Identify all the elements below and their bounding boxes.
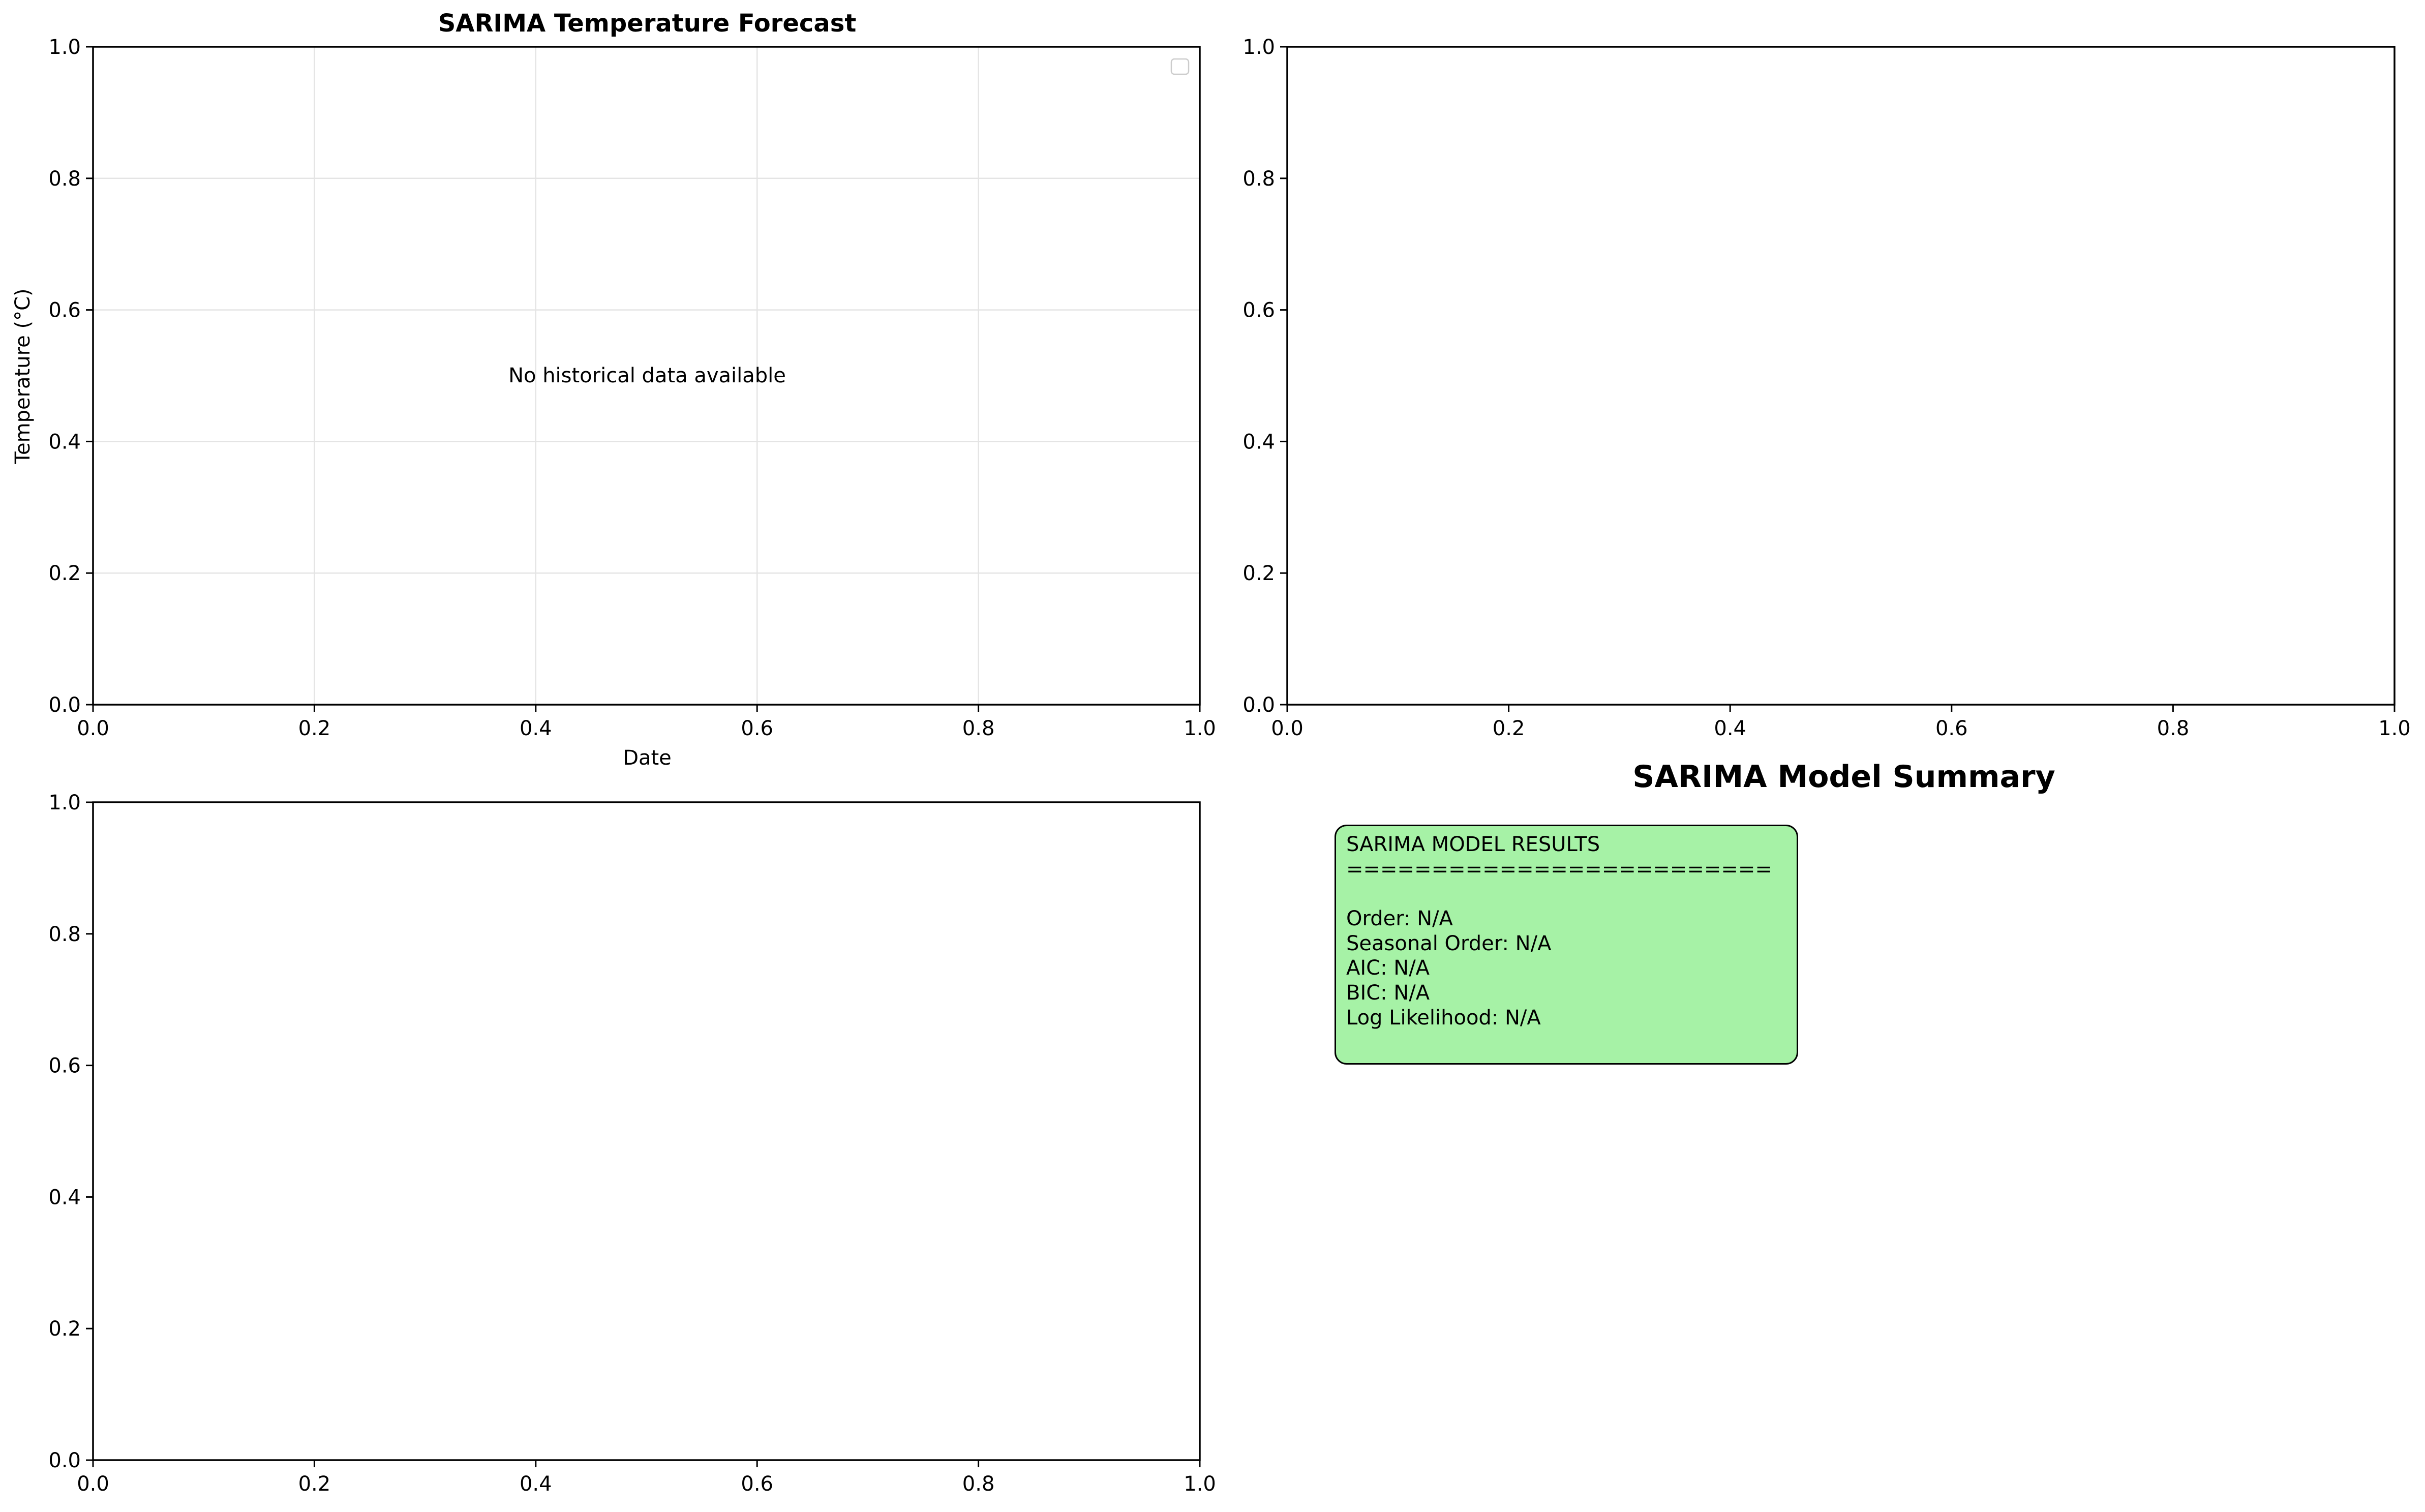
y-tick-label: 0.4 (48, 1186, 81, 1209)
x-tick-label: 0.2 (1493, 717, 1525, 740)
axes-frame (92, 46, 1201, 706)
summary-line: AIC: N/A (1346, 956, 1430, 980)
y-tick-label: 0.0 (1242, 693, 1275, 717)
axes-frame (1286, 46, 2396, 706)
x-tick-label: 0.0 (77, 717, 109, 740)
summary-line: BIC: N/A (1346, 981, 1430, 1005)
y-tick-label: 0.2 (48, 1317, 81, 1341)
y-tick-label: 0.6 (48, 299, 81, 322)
forecast-chart: SARIMA Temperature Forecast No historica… (11, 9, 1216, 770)
y-tick-label: 0.8 (48, 167, 81, 191)
x-tick-label: 0.6 (1935, 717, 1968, 740)
x-tick-label: 0.4 (1714, 717, 1746, 740)
summary-title: SARIMA Model Summary (1632, 759, 2055, 795)
model-summary-box: SARIMA MODEL RESULTS ===================… (1335, 825, 1798, 1065)
y-tick-label: 0.0 (48, 693, 81, 717)
summary-line (1346, 882, 1786, 906)
x-tick-label: 0.4 (520, 1472, 552, 1496)
x-tick-label: 1.0 (2378, 717, 2411, 740)
y-tick-label: 0.6 (48, 1054, 81, 1078)
x-tick-label: 0.8 (2157, 717, 2190, 740)
legend-box (1170, 58, 1190, 75)
x-tick-label: 0.2 (298, 717, 331, 740)
x-tick-label: 1.0 (1184, 1472, 1216, 1496)
bottom-left-chart: 0.0 0.2 0.4 0.6 0.8 1.0 0.0 0.2 0.4 0.6 0.8 1.0 (48, 791, 1216, 1496)
y-tick-label: 0.6 (1242, 299, 1275, 322)
top-right-chart: 0.0 0.2 0.4 0.6 0.8 1.0 0.0 0.2 0.4 0.6 0.8 1.0 (1242, 36, 2410, 740)
summary-line: ========================= (1346, 857, 1772, 881)
y-tick-label: 1.0 (48, 791, 81, 814)
y-tick-label: 0.0 (48, 1449, 81, 1472)
no-data-annotation: No historical data available (508, 364, 786, 387)
y-tick-label: 0.2 (1242, 562, 1275, 585)
y-tick-label: 0.8 (1242, 167, 1275, 191)
axes-frame (92, 801, 1201, 1461)
summary-line: Seasonal Order: N/A (1346, 931, 1552, 955)
summary-line: Log Likelihood: N/A (1346, 1006, 1541, 1030)
x-tick-label: 0.0 (77, 1472, 109, 1496)
summary-line: Order: N/A (1346, 907, 1453, 931)
y-tick-label: 1.0 (1242, 36, 1275, 59)
x-tick-label: 0.6 (741, 717, 773, 740)
y-axis-label: Temperature (°C) (11, 288, 35, 464)
summary-line: SARIMA MODEL RESULTS (1346, 833, 1600, 856)
x-tick-label: 1.0 (1184, 717, 1216, 740)
y-tick-label: 0.8 (48, 923, 81, 946)
x-tick-label: 0.6 (741, 1472, 773, 1496)
chart-title: SARIMA Temperature Forecast (438, 9, 857, 38)
x-tick-label: 0.2 (298, 1472, 331, 1496)
x-axis-label: Date (623, 746, 672, 770)
x-tick-label: 0.4 (520, 717, 552, 740)
y-tick-label: 1.0 (48, 36, 81, 59)
y-tick-label: 0.4 (1242, 430, 1275, 453)
x-tick-label: 0.8 (962, 717, 995, 740)
x-tick-label: 0.0 (1271, 717, 1304, 740)
y-tick-label: 0.2 (48, 562, 81, 585)
x-tick-label: 0.8 (962, 1472, 995, 1496)
y-tick-label: 0.4 (48, 430, 81, 453)
